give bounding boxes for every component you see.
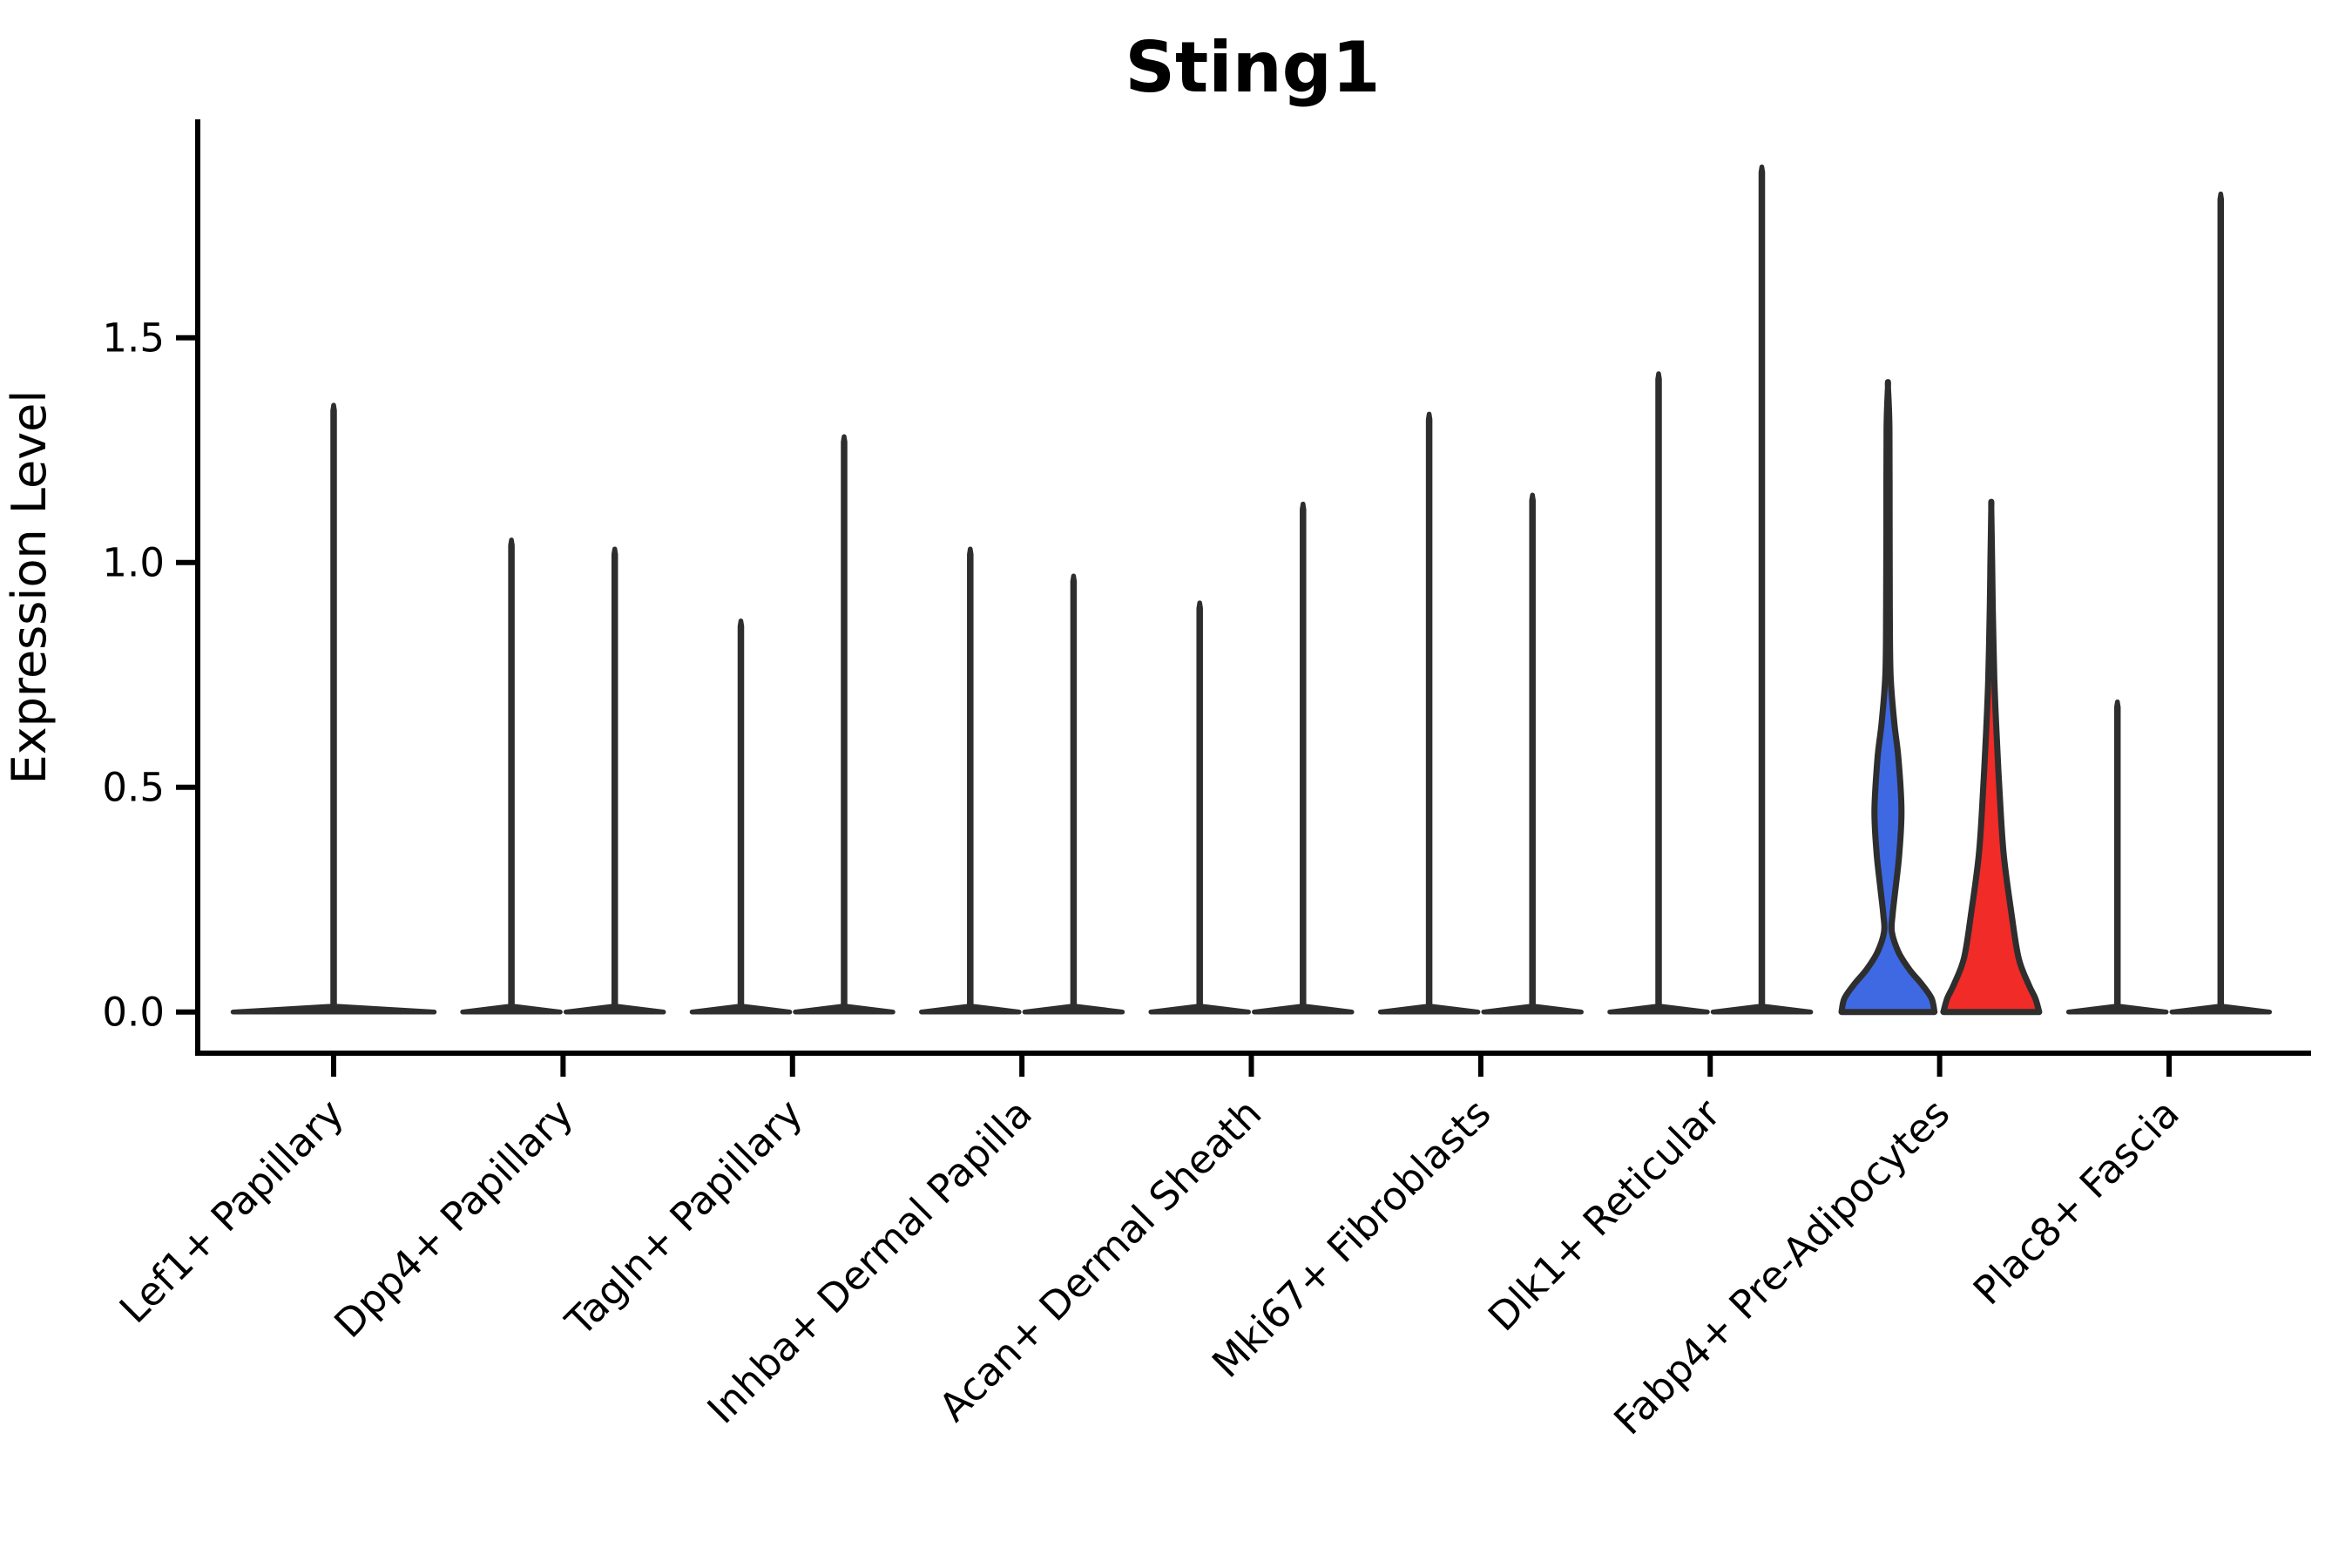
violin-right-2 (793, 434, 896, 1015)
violin-body-spike (563, 546, 666, 1015)
y-tick-label: 0.5 (102, 765, 165, 811)
violin-right-7 (1940, 498, 2043, 1016)
violin-left-8 (2065, 699, 2169, 1015)
violin-left-1 (460, 537, 563, 1015)
violin-right-5 (1481, 492, 1584, 1015)
violin-body-spike (1481, 492, 1584, 1015)
x-tick-label: Plac8+ Fascia (1964, 1090, 2188, 1314)
violin-left-3 (919, 546, 1022, 1015)
violin-right-3 (1022, 573, 1125, 1015)
violin-body-spike (460, 537, 563, 1015)
axis-spine (195, 119, 2311, 1056)
violin-body-spike (1377, 411, 1481, 1015)
violin-right-4 (1252, 501, 1355, 1015)
violin-right-1 (563, 546, 666, 1015)
violin-left-4 (1148, 600, 1251, 1015)
y-tick-label: 1.5 (102, 315, 165, 362)
violin-left-2 (689, 618, 793, 1015)
violin-right-8 (2169, 191, 2273, 1015)
axis-spines (195, 119, 2311, 1056)
violin-series (230, 164, 2273, 1016)
y-axis-label: Expression Level (2, 390, 57, 785)
violin-body-filled (1940, 498, 2043, 1016)
violin-body-filled (1838, 379, 1938, 1016)
violin-body-spike (919, 546, 1022, 1015)
x-tick-label: Dlk1+ Reticular (1479, 1090, 1729, 1340)
violin-full-0 (230, 402, 437, 1015)
violin-right-6 (1710, 164, 1814, 1015)
y-tick-label: 0.0 (102, 990, 165, 1036)
violin-body-spike (1710, 164, 1814, 1015)
x-tick-label: Lef1+ Papillary (111, 1090, 353, 1332)
violin-body-spike (1607, 371, 1710, 1015)
x-tick-label: Tagln+ Papillary (556, 1090, 811, 1345)
violin-left-7 (1838, 379, 1938, 1016)
violin-body-spike (1148, 600, 1251, 1015)
violin-body-spike (689, 618, 793, 1015)
violin-body-spike (1252, 501, 1355, 1015)
violin-left-5 (1377, 411, 1481, 1015)
chart-title: Sting1 (1125, 27, 1380, 108)
y-tick-label: 1.0 (102, 540, 165, 586)
violin-body-spike (2169, 191, 2273, 1015)
x-tick-label: Dpp4+ Papillary (325, 1090, 582, 1347)
violin-body-spike (793, 434, 896, 1015)
violin-body-spike (230, 402, 437, 1015)
y-axis-ticks: 0.0 0.5 1.0 1.5 (102, 315, 198, 1036)
violin-left-6 (1607, 371, 1710, 1015)
violin-body-spike (1022, 573, 1125, 1015)
violin-body-spike (2065, 699, 2169, 1015)
